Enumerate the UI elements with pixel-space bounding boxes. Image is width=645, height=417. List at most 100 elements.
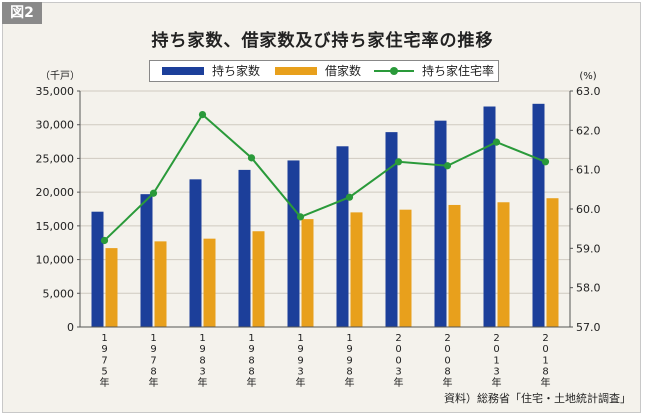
bar-rented bbox=[399, 209, 412, 327]
category-label: 9 bbox=[248, 344, 254, 355]
bar-owned bbox=[238, 169, 251, 327]
right-tick-label: 61.0 bbox=[576, 164, 601, 177]
right-tick-label: 63.0 bbox=[576, 85, 601, 98]
bar-owned bbox=[91, 211, 104, 327]
category-label: 年 bbox=[345, 376, 355, 389]
category-label: 0 bbox=[395, 344, 401, 355]
category-label: 1 bbox=[150, 333, 156, 344]
right-tick-label: 60.0 bbox=[576, 203, 601, 216]
category-label: 9 bbox=[199, 344, 205, 355]
rate-point bbox=[345, 193, 354, 201]
category-label: 2 bbox=[493, 333, 499, 344]
left-tick-label: 5,000 bbox=[43, 287, 75, 300]
legend-swatch-rented bbox=[275, 67, 317, 75]
category-label: 1 bbox=[297, 333, 303, 344]
legend-swatch-rate-dot bbox=[390, 67, 398, 75]
category-label: 0 bbox=[395, 355, 401, 366]
left-tick-label: 10,000 bbox=[36, 254, 75, 267]
rate-point bbox=[149, 189, 158, 197]
bar-owned bbox=[434, 120, 447, 327]
category-label: 3 bbox=[199, 367, 205, 378]
category-label: 9 bbox=[297, 344, 303, 355]
bar-owned bbox=[336, 146, 349, 327]
left-tick-label: 20,000 bbox=[36, 186, 75, 199]
category-label: 8 bbox=[150, 367, 156, 378]
bar-owned bbox=[532, 103, 545, 327]
right-tick-label: 62.0 bbox=[576, 124, 601, 137]
category-label: 9 bbox=[346, 355, 352, 366]
category-label: 0 bbox=[444, 355, 450, 366]
right-tick-label: 59.0 bbox=[576, 242, 601, 255]
rate-point bbox=[541, 158, 550, 166]
category-label: 0 bbox=[493, 344, 499, 355]
rate-point bbox=[394, 158, 403, 166]
category-label: 年 bbox=[492, 376, 502, 389]
bar-rented bbox=[350, 212, 363, 327]
category-label: 8 bbox=[248, 367, 254, 378]
category-label: 1 bbox=[542, 355, 548, 366]
left-tick-label: 15,000 bbox=[36, 220, 75, 233]
bar-owned bbox=[287, 160, 300, 327]
rate-point bbox=[247, 154, 256, 162]
category-label: 9 bbox=[297, 355, 303, 366]
left-tick-label: 25,000 bbox=[36, 152, 75, 165]
category-label: 8 bbox=[444, 367, 450, 378]
category-label: 1 bbox=[493, 355, 499, 366]
bar-rented bbox=[203, 238, 216, 327]
rate-line-path bbox=[103, 113, 546, 242]
category-label: 年 bbox=[443, 376, 453, 389]
category-label: 年 bbox=[247, 376, 257, 389]
bar-rented bbox=[301, 219, 314, 327]
source-note: 資料）総務省「住宅・土地統計調査」 bbox=[444, 392, 631, 405]
category-label: 3 bbox=[395, 367, 401, 378]
category-label: 8 bbox=[248, 355, 254, 366]
bar-rented bbox=[546, 198, 559, 327]
bar-owned bbox=[385, 132, 398, 327]
category-label: 7 bbox=[150, 355, 156, 366]
legend-label-owned: 持ち家数 bbox=[212, 64, 261, 78]
category-label: 年 bbox=[394, 376, 404, 389]
rate-point bbox=[100, 236, 109, 245]
category-label: 9 bbox=[346, 344, 352, 355]
category-label: 2 bbox=[395, 333, 401, 344]
bar-owned bbox=[140, 194, 153, 327]
category-label: 7 bbox=[101, 355, 107, 366]
axis-labels: 35,000 30,000 25,000 20,000 15,000 10,000 5,00… bbox=[36, 70, 601, 389]
category-label: 5 bbox=[101, 367, 107, 378]
category-label: 9 bbox=[150, 344, 156, 355]
legend: 持ち家数 借家数 持ち家住宅率 bbox=[149, 60, 499, 82]
category-label: 2 bbox=[444, 333, 450, 344]
category-label: 3 bbox=[493, 367, 499, 378]
figure-label: 図2 bbox=[2, 2, 42, 24]
category-label: 年 bbox=[100, 376, 110, 389]
category-label: 8 bbox=[199, 355, 205, 366]
rate-point bbox=[296, 213, 305, 221]
rate-line bbox=[100, 111, 550, 245]
category-label: 0 bbox=[542, 344, 548, 355]
left-tick-label: 0 bbox=[67, 321, 74, 334]
legend-swatch-owned bbox=[162, 67, 204, 75]
rate-point bbox=[492, 138, 501, 146]
category-label: 8 bbox=[542, 367, 548, 378]
category-label: 1 bbox=[248, 333, 254, 344]
category-label: 2 bbox=[542, 333, 548, 344]
bar-owned bbox=[483, 106, 496, 327]
category-label: 3 bbox=[297, 367, 303, 378]
category-label: 1 bbox=[346, 333, 352, 344]
left-tick-label: 35,000 bbox=[36, 85, 75, 98]
bar-rented bbox=[105, 248, 118, 327]
left-tick-label: 30,000 bbox=[36, 119, 75, 132]
category-label: 年 bbox=[149, 376, 159, 389]
legend-label-rented: 借家数 bbox=[325, 64, 362, 78]
left-unit-label: （千戸） bbox=[40, 70, 80, 82]
category-label: 1 bbox=[101, 333, 107, 344]
bars bbox=[91, 103, 559, 327]
right-unit-label: (%) bbox=[579, 71, 596, 82]
rate-point bbox=[198, 111, 207, 119]
bar-rented bbox=[497, 202, 510, 327]
bar-rented bbox=[154, 241, 167, 327]
category-label: 0 bbox=[444, 344, 450, 355]
rate-point bbox=[443, 162, 452, 170]
bar-owned bbox=[189, 179, 202, 327]
